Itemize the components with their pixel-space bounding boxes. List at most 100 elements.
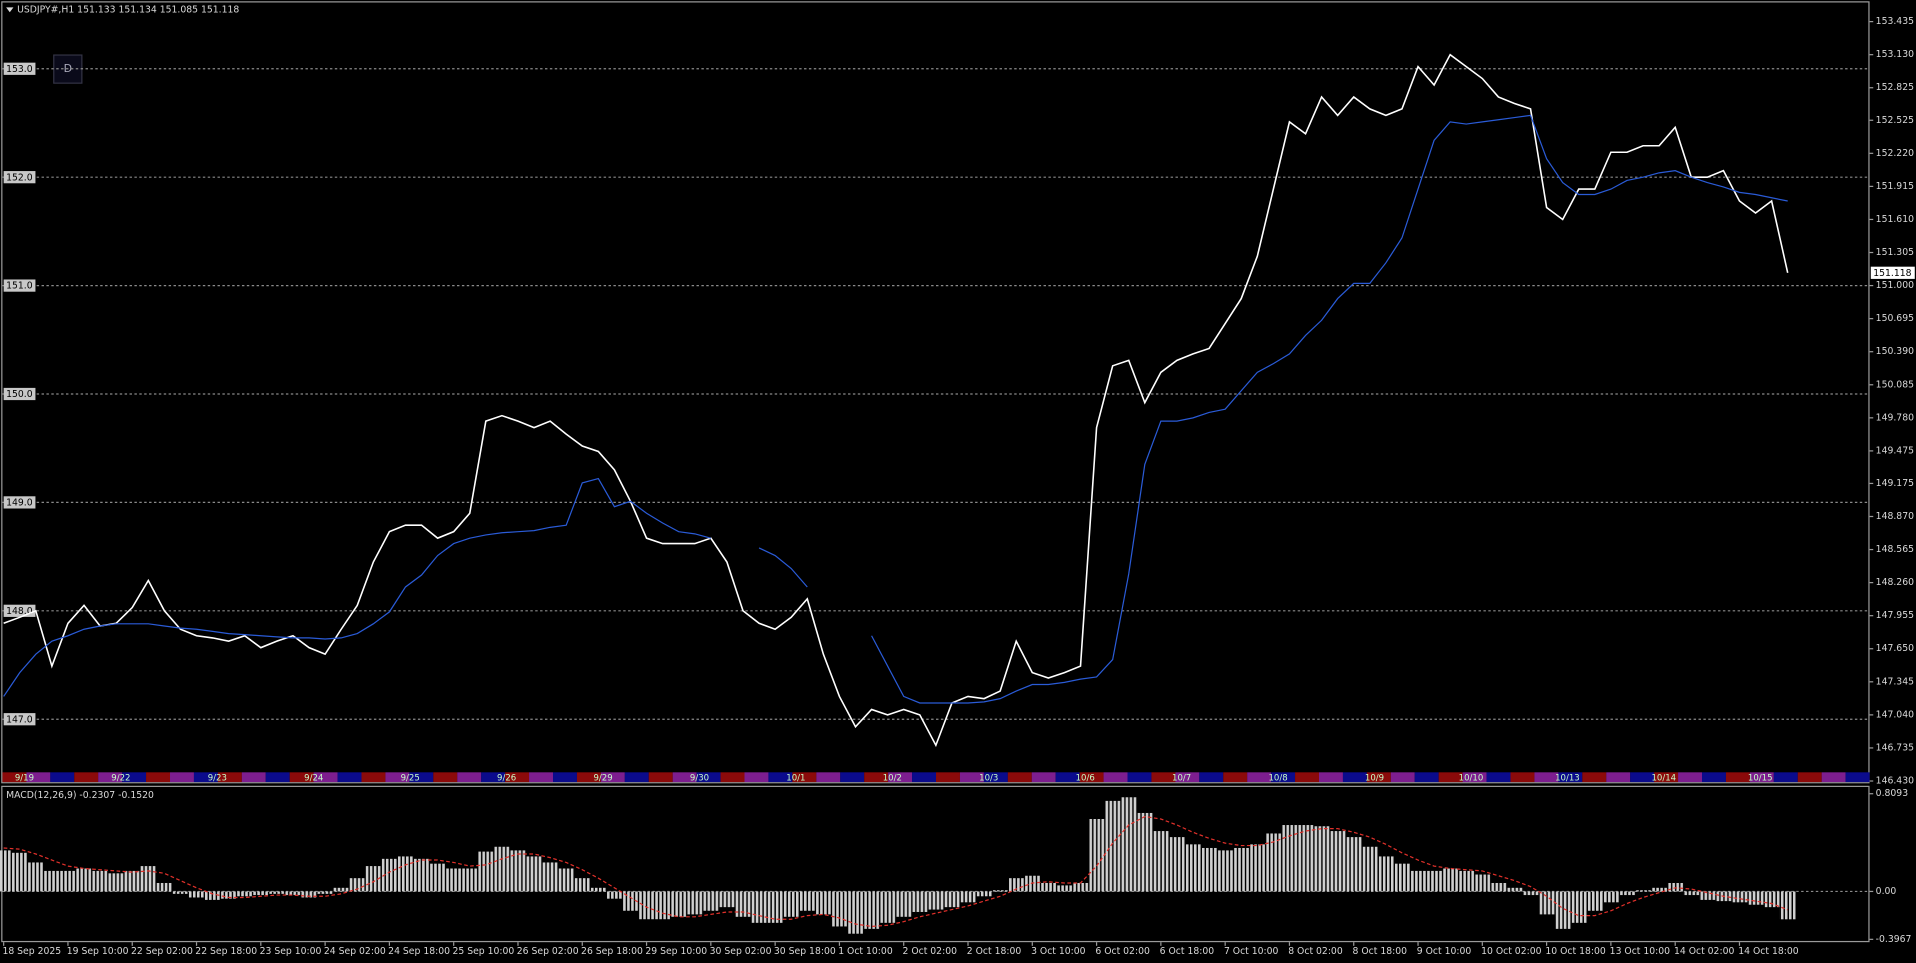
stripe-segment xyxy=(1678,772,1703,783)
level-label-box xyxy=(3,62,36,75)
macd-bar xyxy=(413,858,430,892)
x-tick-label: 2 Oct 02:00 xyxy=(902,946,957,957)
macd-bar xyxy=(317,891,334,894)
x-tick-label: 29 Sep 10:00 xyxy=(645,946,707,957)
macd-bar xyxy=(1184,844,1202,892)
macd-bar xyxy=(188,891,205,898)
day-stripe: 9/19 9/22 9/23 9/24 9/25 9/26 9/29 9/30 10/1 10/2… xyxy=(2,772,1870,783)
y-tick-label: -0.3967 xyxy=(1876,934,1912,945)
macd-bar xyxy=(0,850,12,892)
macd-bar xyxy=(783,891,800,917)
macd-bar xyxy=(734,891,752,917)
stripe-segment xyxy=(1797,772,1822,783)
y-tick-label: 149.175 xyxy=(1876,478,1914,489)
macd-bar xyxy=(1458,870,1475,892)
macd-bar xyxy=(1201,847,1218,892)
macd-bar xyxy=(1570,891,1587,923)
macd-bar xyxy=(702,891,719,911)
stripe-segment xyxy=(1654,772,1679,783)
stripe-segment xyxy=(1247,772,1272,783)
macd-bar xyxy=(718,891,735,908)
macd-bar xyxy=(1040,882,1057,892)
stripe-segment xyxy=(792,772,817,783)
price-tag-label: 151.118 xyxy=(1873,268,1911,279)
macd-bar xyxy=(1233,847,1250,892)
stripe-segment xyxy=(1702,772,1726,783)
level-label-box xyxy=(3,496,36,509)
y-tick-label: 153.435 xyxy=(1876,16,1914,27)
macd-bar xyxy=(526,856,543,892)
stripe-segment xyxy=(1438,772,1463,783)
y-tick-label: 147.040 xyxy=(1876,709,1914,720)
x-tick-label: 13 Oct 10:00 xyxy=(1610,946,1671,957)
stripe-segment xyxy=(385,772,410,783)
stripe-segment xyxy=(289,772,314,783)
x-tick-label: 19 Sep 10:00 xyxy=(67,946,129,957)
x-tick-label: 24 Sep 02:00 xyxy=(324,946,386,957)
stripe-segment xyxy=(481,772,506,783)
macd-bar xyxy=(927,891,944,910)
stripe-segment xyxy=(26,772,51,783)
macd-bar xyxy=(863,891,880,929)
day-label: 10/13 xyxy=(1555,773,1580,783)
macd-bar xyxy=(1393,863,1410,892)
stripe-segment xyxy=(409,772,434,783)
macd-bar xyxy=(911,891,928,912)
macd-bar xyxy=(1152,831,1169,892)
macd-bar xyxy=(799,891,816,911)
x-tick-label: 18 Sep 2025 xyxy=(2,946,61,957)
macd-bar xyxy=(509,850,527,892)
day-label: 10/9 xyxy=(1365,773,1384,783)
macd-bar xyxy=(11,852,28,892)
x-tick-label: 1 Oct 10:00 xyxy=(838,946,893,957)
stripe-segment xyxy=(744,772,769,783)
macd-bar xyxy=(172,891,189,894)
stripe-segment xyxy=(1725,772,1750,783)
stripe-segment xyxy=(1175,772,1200,783)
y-tick-label: 147.345 xyxy=(1876,676,1914,687)
y-tick-label: 151.000 xyxy=(1876,280,1914,291)
moving-average xyxy=(3,114,1788,704)
day-label: 9/19 xyxy=(15,773,34,783)
y-tick-label: 0.8093 xyxy=(1876,788,1909,799)
stripe-segment xyxy=(122,772,147,783)
stripe-segment xyxy=(1558,772,1583,783)
macd-bar xyxy=(1088,818,1105,892)
stripe-segment xyxy=(457,772,482,783)
macd-bar xyxy=(1104,800,1121,892)
macd-bar xyxy=(493,846,510,892)
menu-arrow[interactable] xyxy=(6,7,14,13)
stripe-segment xyxy=(1366,772,1391,783)
level-label-box xyxy=(3,713,36,726)
macd-bar xyxy=(1217,850,1234,892)
day-label: 10/14 xyxy=(1651,773,1676,783)
macd-bar xyxy=(670,891,687,917)
stripe-segment xyxy=(1007,772,1032,783)
x-tick-label: 10 Oct 02:00 xyxy=(1481,946,1542,957)
day-label: 9/29 xyxy=(593,773,612,783)
stripe-segment xyxy=(912,772,937,783)
stripe-segment xyxy=(217,772,242,783)
day-label: 10/7 xyxy=(1172,773,1191,783)
macd-bar xyxy=(1136,812,1153,892)
macd-bar xyxy=(622,891,639,911)
macd-bar xyxy=(333,887,350,892)
stripe-segment xyxy=(1414,772,1439,783)
stripe-segment xyxy=(74,772,99,783)
macd-bar xyxy=(1168,837,1185,892)
x-tick-label: 26 Sep 18:00 xyxy=(581,946,643,957)
day-label: 9/22 xyxy=(111,773,130,783)
signal-line xyxy=(3,815,1788,928)
macd-bar xyxy=(349,878,366,892)
y-tick-label: 148.870 xyxy=(1876,511,1914,522)
x-tick-label: 6 Oct 18:00 xyxy=(1160,946,1215,957)
macd-bar xyxy=(268,891,285,894)
x-tick-label: 30 Sep 18:00 xyxy=(774,946,836,957)
stripe-segment xyxy=(1151,772,1176,783)
macd-bar xyxy=(1763,891,1780,908)
macd-bar xyxy=(1345,837,1362,892)
y-tick-label: 151.915 xyxy=(1876,181,1914,192)
stripe-segment xyxy=(170,772,194,783)
macd-bar xyxy=(847,891,864,934)
